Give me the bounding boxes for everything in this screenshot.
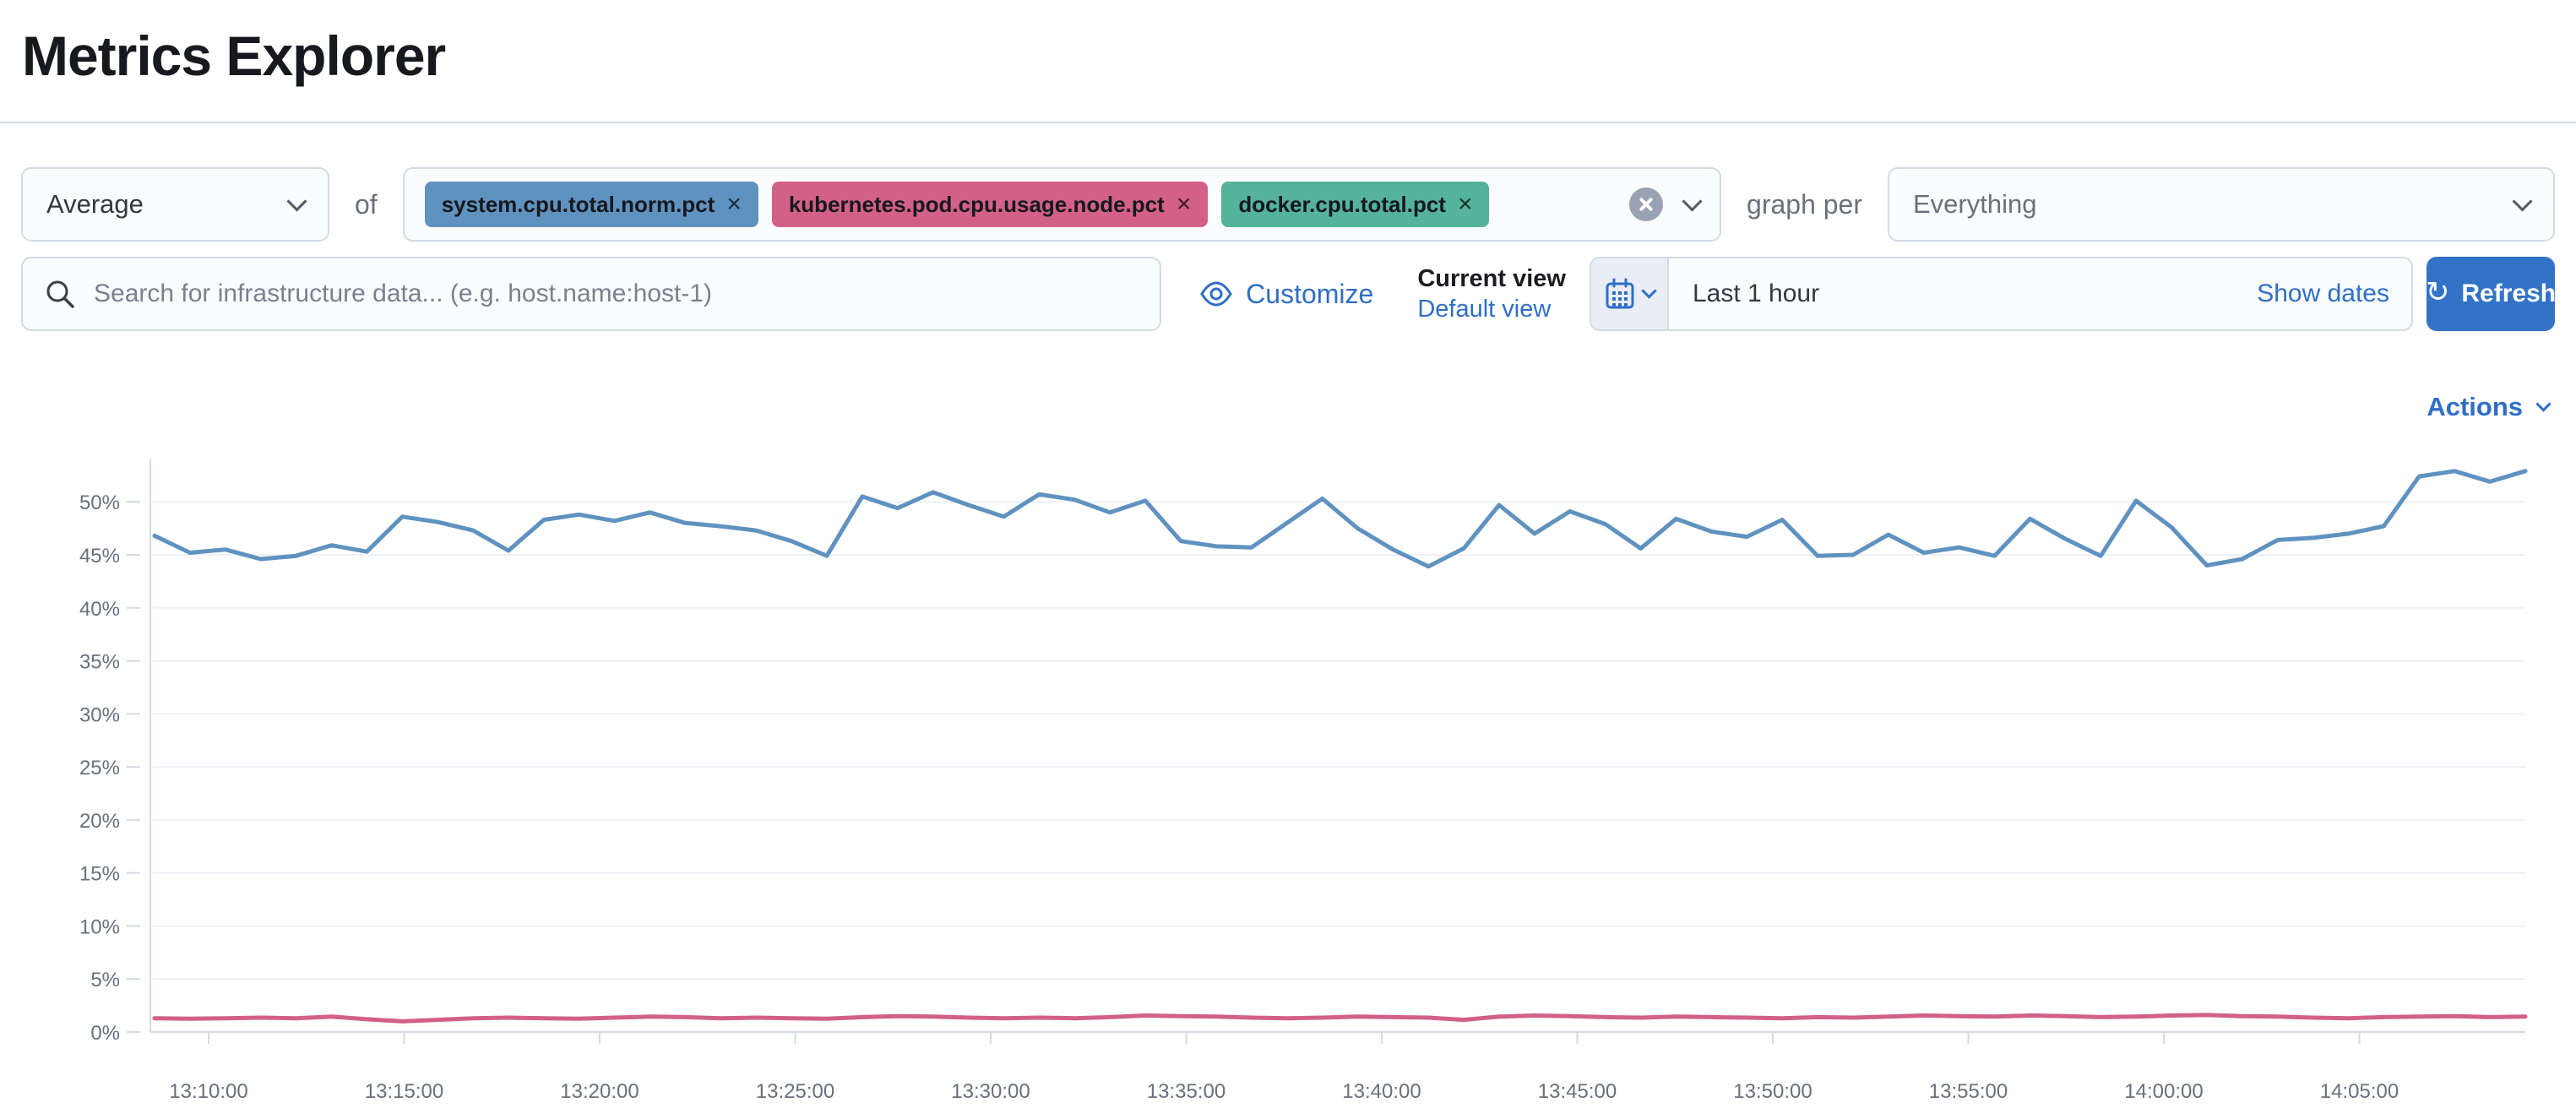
- of-label: of: [355, 188, 378, 220]
- svg-text:13:25:00: 13:25:00: [756, 1080, 834, 1103]
- chevron-down-icon: [2512, 190, 2533, 212]
- combobox-controls: [1629, 187, 1703, 221]
- refresh-label: Refresh: [2461, 280, 2557, 307]
- page-title: Metrics Explorer: [22, 24, 446, 87]
- search-toolbar: Customize Current view Default view: [0, 257, 2576, 331]
- svg-text:14:05:00: 14:05:00: [2320, 1080, 2399, 1103]
- chevron-down-icon: [286, 190, 307, 212]
- svg-text:13:35:00: 13:35:00: [1147, 1080, 1226, 1103]
- date-picker: Last 1 hour Show dates: [1590, 257, 2413, 331]
- svg-text:45%: 45%: [79, 545, 120, 568]
- metric-pill-label: kubernetes.pod.cpu.usage.node.pct: [788, 191, 1165, 217]
- refresh-button[interactable]: ↻ Refresh: [2425, 257, 2557, 331]
- refresh-icon: ↻: [2425, 275, 2450, 309]
- view-switcher: Current view Default view: [1417, 263, 1566, 325]
- time-range-value[interactable]: Last 1 hour: [1693, 280, 1820, 307]
- remove-metric-icon[interactable]: ×: [1457, 190, 1473, 218]
- svg-text:13:45:00: 13:45:00: [1538, 1080, 1617, 1103]
- metric-pill-list: system.cpu.total.norm.pct × kubernetes.pod…: [424, 182, 1490, 227]
- search-input[interactable]: [94, 280, 1138, 308]
- graph-per-select[interactable]: Everything: [1888, 167, 2555, 242]
- svg-text:15%: 15%: [79, 863, 120, 886]
- svg-text:13:15:00: 13:15:00: [365, 1080, 443, 1103]
- svg-text:0%: 0%: [90, 1022, 120, 1045]
- svg-text:13:55:00: 13:55:00: [1929, 1080, 2008, 1103]
- customize-label: Customize: [1246, 278, 1374, 309]
- page-header: Metrics Explorer: [0, 0, 2576, 123]
- metrics-chart[interactable]: 0% 5% 10% 15% 20% 25% 30% 35% 40% 45% 50% 13:10:00 1…: [0, 439, 2576, 1108]
- view-controls: Customize Current view Default view: [1200, 257, 2557, 331]
- svg-text:13:40:00: 13:40:00: [1342, 1080, 1421, 1103]
- current-view-label: Current view: [1417, 264, 1566, 292]
- chevron-down-icon[interactable]: [2535, 395, 2552, 412]
- eye-icon: [1200, 281, 1232, 307]
- metric-pill-label: system.cpu.total.norm.pct: [441, 191, 715, 217]
- actions-menu-button[interactable]: Actions: [2427, 392, 2523, 421]
- clear-all-icon[interactable]: [1629, 187, 1664, 221]
- show-dates-link[interactable]: Show dates: [2257, 280, 2389, 307]
- svg-text:40%: 40%: [79, 598, 120, 621]
- svg-text:13:50:00: 13:50:00: [1733, 1080, 1812, 1103]
- svg-text:13:30:00: 13:30:00: [951, 1080, 1030, 1103]
- svg-text:35%: 35%: [79, 651, 120, 674]
- remove-metric-icon[interactable]: ×: [1176, 190, 1192, 218]
- metric-pill-label: docker.cpu.total.pct: [1238, 191, 1446, 217]
- graph-per-value: Everything: [1913, 189, 2037, 219]
- metric-toolbar: Average of system.cpu.total.norm.pct × kub…: [0, 167, 2576, 242]
- svg-text:50%: 50%: [79, 492, 120, 514]
- svg-text:30%: 30%: [79, 703, 120, 726]
- metric-pill[interactable]: kubernetes.pod.cpu.usage.node.pct ×: [771, 182, 1209, 227]
- default-view-link[interactable]: Default view: [1417, 296, 1552, 323]
- svg-text:20%: 20%: [79, 810, 120, 833]
- search-box[interactable]: [21, 257, 1161, 331]
- metric-pill[interactable]: docker.cpu.total.pct ×: [1221, 182, 1490, 227]
- chevron-down-icon[interactable]: [1682, 190, 1703, 212]
- svg-text:14:00:00: 14:00:00: [2124, 1080, 2203, 1103]
- customize-button[interactable]: Customize: [1200, 279, 1373, 310]
- svg-text:13:10:00: 13:10:00: [169, 1080, 247, 1103]
- aggregation-value: Average: [46, 189, 144, 219]
- chevron-down-icon: [1640, 282, 1657, 299]
- svg-text:13:20:00: 13:20:00: [560, 1080, 639, 1103]
- metrics-combobox[interactable]: system.cpu.total.norm.pct × kubernetes.pod…: [402, 167, 1722, 242]
- svg-text:25%: 25%: [79, 757, 120, 779]
- calendar-icon: [1606, 278, 1633, 309]
- aggregation-select[interactable]: Average: [21, 167, 329, 242]
- svg-text:10%: 10%: [79, 915, 120, 938]
- quick-select-button[interactable]: [1591, 258, 1669, 329]
- remove-metric-icon[interactable]: ×: [726, 190, 742, 218]
- metric-pill[interactable]: system.cpu.total.norm.pct ×: [424, 182, 758, 227]
- svg-text:5%: 5%: [90, 969, 120, 991]
- chart-actions-row: Actions: [0, 392, 2576, 422]
- search-icon: [46, 280, 74, 308]
- graph-per-label: graph per: [1747, 188, 1862, 220]
